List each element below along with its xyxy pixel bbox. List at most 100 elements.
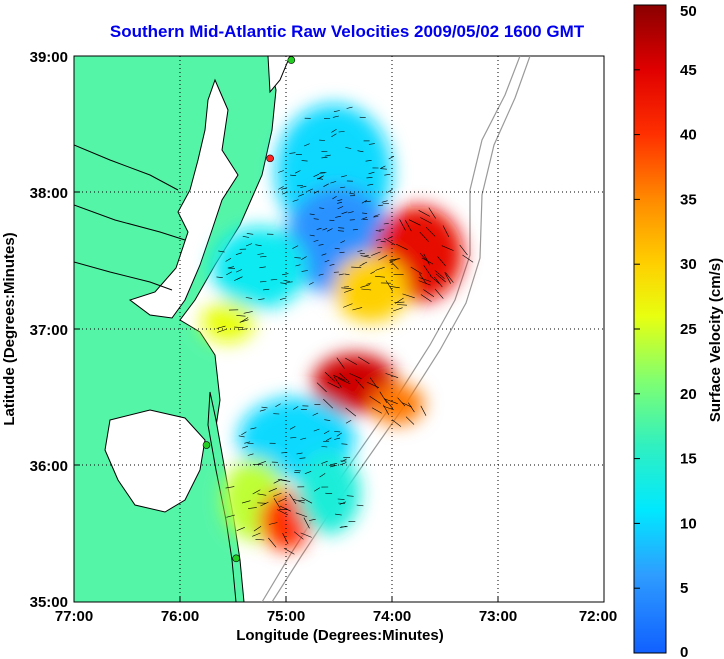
colorbar-tick-label: 50	[680, 3, 697, 20]
velocity-vector	[289, 152, 296, 154]
velocity-vector	[276, 509, 288, 516]
colorbar-tick-label: 35	[680, 191, 697, 208]
velocity-vector	[334, 247, 340, 250]
velocity-vector	[384, 398, 394, 409]
velocity-vector	[437, 256, 446, 267]
velocity-vector	[289, 493, 297, 505]
velocity-vector	[289, 426, 296, 430]
velocity-vector	[459, 244, 468, 256]
velocity-vector	[303, 517, 310, 529]
velocity-vector	[339, 372, 350, 383]
axis-ticks	[74, 191, 499, 602]
velocity-vector	[354, 378, 365, 389]
velocity-vector	[396, 304, 408, 306]
velocity-vector	[268, 522, 278, 525]
velocity-vector	[307, 188, 313, 192]
velocity-vector	[277, 479, 287, 481]
velocity-vector	[340, 240, 346, 244]
delaware-bay	[267, 56, 291, 94]
velocity-vector	[273, 479, 282, 484]
velocity-vector	[257, 493, 267, 496]
velocity-vector	[234, 326, 244, 328]
radar-station-marker	[232, 554, 240, 563]
velocity-vector	[294, 470, 301, 472]
x-tick-label: 77:00	[55, 608, 93, 625]
velocity-vector	[385, 373, 399, 378]
velocity-vector	[404, 219, 412, 232]
velocity-vector	[333, 374, 346, 381]
velocity-vector	[304, 143, 310, 147]
velocity-vector	[435, 273, 446, 283]
velocity-vector	[225, 486, 235, 489]
velocity-vector	[434, 288, 444, 299]
velocity-vector	[292, 406, 299, 410]
velocity-vector	[378, 204, 384, 206]
velocity-vector	[218, 250, 225, 253]
velocity-vector	[383, 405, 394, 411]
velocity-vector	[282, 273, 289, 276]
velocity-vector	[359, 116, 366, 118]
velocity-vector	[345, 357, 357, 365]
velocity-vector	[309, 213, 315, 215]
velocity-vector	[314, 487, 321, 492]
velocity-vector	[294, 257, 301, 259]
velocity-vector	[420, 405, 427, 416]
velocity-vector	[333, 110, 340, 112]
velocity-vector	[369, 377, 379, 389]
velocity-vector	[462, 254, 474, 263]
velocity-vector	[331, 133, 337, 138]
velocity-vectors	[216, 106, 474, 555]
velocity-vector	[332, 115, 339, 118]
velocity-vector	[294, 170, 301, 174]
velocity-vector	[389, 286, 400, 289]
river-inlet-north	[74, 144, 179, 191]
velocity-vector	[321, 460, 328, 464]
velocity-vector	[389, 258, 399, 263]
velocity-vector	[337, 201, 343, 204]
velocity-vector	[380, 168, 387, 170]
colorbar-ticks: 0 5 10 15 20 25 30 35 40 45 50	[634, 3, 697, 659]
velocity-vector	[248, 507, 257, 509]
velocity-vector	[319, 207, 325, 209]
velocity-vector	[316, 178, 324, 180]
velocity-vector	[330, 465, 337, 468]
velocity-vector	[344, 273, 350, 276]
velocity-vector	[397, 397, 406, 407]
velocity-vector	[225, 257, 232, 262]
velocity-vector	[240, 317, 249, 323]
velocity-vector	[385, 280, 393, 292]
velocity-vector	[395, 243, 408, 250]
velocity-vector	[383, 404, 390, 415]
velocity-vector	[226, 514, 235, 518]
velocity-vector	[268, 488, 278, 492]
velocity-vector	[313, 173, 320, 177]
velocity-vector	[298, 193, 304, 197]
velocity-vector	[295, 512, 308, 518]
x-axis-title: Longitude (Degrees:Minutes)	[236, 627, 444, 644]
velocity-vector	[275, 403, 281, 407]
velocity-vector	[419, 273, 427, 285]
velocity-vector	[327, 228, 333, 232]
velocity-vector	[313, 428, 320, 432]
velocity-vector	[329, 264, 335, 266]
velocity-vector	[369, 395, 381, 404]
velocity-vector	[317, 175, 323, 180]
velocity-vector	[405, 416, 415, 425]
velocity-vector	[296, 452, 303, 455]
velocity-vector	[258, 298, 265, 300]
velocity-vector	[360, 284, 371, 288]
velocity-vector	[371, 407, 382, 414]
velocity-vector	[389, 259, 399, 270]
velocity-vector	[257, 253, 264, 255]
velocity-vector	[292, 245, 299, 249]
radar-station-marker	[202, 441, 211, 449]
velocity-vector	[293, 498, 305, 504]
x-tick-label: 76:00	[161, 608, 199, 625]
velocity-vector	[336, 357, 345, 369]
velocity-region	[333, 253, 408, 323]
velocity-vector	[325, 437, 332, 441]
velocity-vector	[420, 253, 430, 264]
colorbar-tick-label: 20	[680, 386, 697, 403]
velocity-vector	[300, 437, 307, 440]
velocity-vector	[383, 238, 396, 246]
